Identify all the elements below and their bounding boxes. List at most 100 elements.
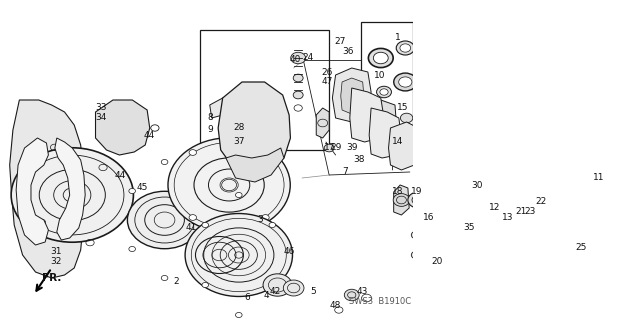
Polygon shape <box>369 108 401 158</box>
Polygon shape <box>350 88 384 142</box>
Circle shape <box>344 289 359 301</box>
Circle shape <box>236 117 269 143</box>
Circle shape <box>486 189 493 195</box>
Circle shape <box>263 274 292 296</box>
Circle shape <box>499 189 506 195</box>
Polygon shape <box>365 100 396 126</box>
Polygon shape <box>10 100 83 278</box>
Circle shape <box>376 86 392 98</box>
Text: 21: 21 <box>515 207 526 217</box>
Text: 26: 26 <box>321 68 333 77</box>
Polygon shape <box>418 212 444 255</box>
Circle shape <box>236 192 242 197</box>
Circle shape <box>369 48 393 68</box>
Bar <box>362 22 413 135</box>
Text: 37: 37 <box>234 137 245 146</box>
Circle shape <box>194 247 200 252</box>
Text: 32: 32 <box>51 257 61 266</box>
Circle shape <box>399 77 412 87</box>
Text: 46: 46 <box>284 248 295 256</box>
Circle shape <box>291 52 306 64</box>
Text: 44: 44 <box>143 130 154 139</box>
Text: 28: 28 <box>234 123 245 132</box>
Polygon shape <box>16 138 49 245</box>
Text: FR.: FR. <box>42 273 61 283</box>
Circle shape <box>225 117 233 123</box>
Text: 8: 8 <box>208 114 214 122</box>
Text: 24: 24 <box>302 54 314 63</box>
Circle shape <box>512 189 518 195</box>
Polygon shape <box>340 78 364 114</box>
Text: 31: 31 <box>51 248 62 256</box>
Text: 30: 30 <box>471 181 483 189</box>
Circle shape <box>202 222 209 227</box>
Circle shape <box>293 74 303 82</box>
Circle shape <box>408 192 429 208</box>
Polygon shape <box>316 108 329 138</box>
Circle shape <box>412 251 421 259</box>
Circle shape <box>269 282 276 287</box>
Circle shape <box>534 189 540 195</box>
Circle shape <box>394 73 417 91</box>
Text: 12: 12 <box>489 204 500 212</box>
Text: 25: 25 <box>576 243 587 253</box>
Text: 23: 23 <box>524 207 536 217</box>
Ellipse shape <box>468 189 480 195</box>
Text: 41: 41 <box>186 224 197 233</box>
Circle shape <box>393 194 410 206</box>
Text: 47: 47 <box>321 78 333 86</box>
Text: 7: 7 <box>342 167 348 176</box>
Polygon shape <box>388 122 419 170</box>
Circle shape <box>189 150 196 155</box>
Polygon shape <box>534 235 578 272</box>
Circle shape <box>225 247 233 253</box>
Circle shape <box>185 213 292 296</box>
Text: 40: 40 <box>289 56 301 64</box>
Circle shape <box>545 189 552 195</box>
Ellipse shape <box>531 189 543 195</box>
Text: 42: 42 <box>270 287 281 296</box>
Circle shape <box>269 222 276 227</box>
Text: 3: 3 <box>257 216 262 225</box>
Text: 36: 36 <box>342 48 353 56</box>
Circle shape <box>168 138 291 232</box>
Text: SWS3  B1910C: SWS3 B1910C <box>349 298 411 307</box>
Text: 33: 33 <box>95 103 107 113</box>
Text: 15: 15 <box>397 103 408 113</box>
Circle shape <box>543 250 552 256</box>
Circle shape <box>523 189 529 195</box>
Text: 14: 14 <box>392 137 404 146</box>
Polygon shape <box>394 185 409 215</box>
Text: 16: 16 <box>423 213 434 222</box>
Text: 45: 45 <box>137 183 148 192</box>
Text: 29: 29 <box>330 144 342 152</box>
Circle shape <box>129 247 136 252</box>
Text: 43: 43 <box>356 287 367 296</box>
Polygon shape <box>226 148 284 182</box>
Circle shape <box>236 312 242 317</box>
Ellipse shape <box>520 189 532 195</box>
Circle shape <box>129 189 136 194</box>
Circle shape <box>401 113 413 123</box>
Circle shape <box>558 189 564 195</box>
Text: 39: 39 <box>346 144 357 152</box>
Text: 19: 19 <box>410 188 422 197</box>
Circle shape <box>11 148 133 242</box>
Circle shape <box>580 194 595 206</box>
Polygon shape <box>537 272 581 310</box>
Ellipse shape <box>483 189 495 195</box>
Polygon shape <box>55 138 85 240</box>
Text: 9: 9 <box>208 125 214 135</box>
Circle shape <box>161 275 168 280</box>
Circle shape <box>262 150 269 155</box>
Ellipse shape <box>556 189 567 195</box>
Text: 2: 2 <box>173 278 179 286</box>
Circle shape <box>400 44 411 52</box>
Circle shape <box>471 189 477 195</box>
Circle shape <box>194 189 200 194</box>
Circle shape <box>293 91 303 99</box>
Text: 1: 1 <box>395 33 401 42</box>
Circle shape <box>284 280 304 296</box>
Circle shape <box>324 144 334 152</box>
Text: 11: 11 <box>593 174 604 182</box>
